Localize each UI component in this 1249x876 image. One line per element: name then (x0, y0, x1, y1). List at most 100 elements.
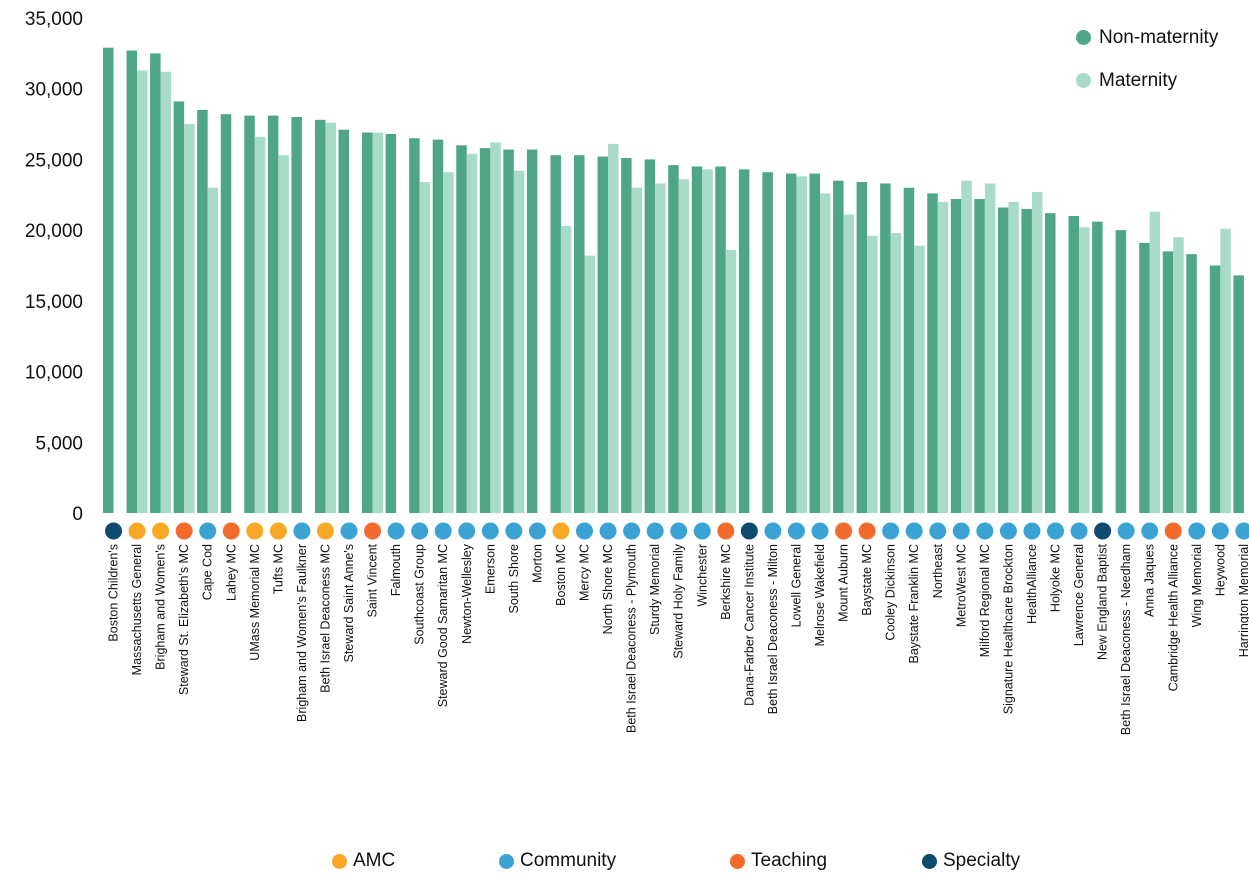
series-legend: Non-maternity Maternity (1076, 28, 1218, 114)
hospital-type-legend: AMC Community Teaching Specialty (0, 850, 1249, 876)
hospital-type-dot (364, 523, 381, 540)
bar-maternity (561, 226, 572, 513)
bar-non-maternity (1210, 266, 1221, 514)
non-maternity-swatch (1076, 30, 1091, 45)
bar-maternity (891, 233, 902, 513)
x-tick-label: Signature Healthcare Brockton (1001, 544, 1015, 714)
x-tick-label: Beth Israel Deaconess - Milton (766, 544, 780, 714)
bar-non-maternity (645, 159, 656, 513)
hospital-type-dot (223, 523, 240, 540)
x-tick-label: Wing Memorial (1190, 544, 1204, 627)
hospital-type-dot (906, 523, 923, 540)
hospital-type-dot (576, 523, 593, 540)
hospital-type-dot (317, 523, 334, 540)
bar-non-maternity (1092, 222, 1103, 513)
bar-maternity (1079, 227, 1090, 513)
hospital-type-dot (929, 523, 946, 540)
bar-non-maternity (174, 101, 185, 513)
x-tick-label: Tufts MC (271, 544, 285, 594)
bar-non-maternity (221, 114, 232, 513)
legend-label-teaching: Teaching (751, 850, 827, 872)
bar-maternity (1173, 237, 1184, 513)
bar-non-maternity (668, 165, 679, 513)
bar-maternity (161, 72, 172, 513)
hospital-type-dot (835, 523, 852, 540)
bar-maternity (820, 193, 831, 513)
hospital-type-dot (411, 523, 428, 540)
bar-non-maternity (880, 183, 891, 513)
bar-non-maternity (574, 155, 585, 513)
x-tick-label: MetroWest MC (954, 544, 968, 627)
bar-non-maternity (291, 117, 302, 513)
x-tick-label: Holyoke MC (1049, 544, 1063, 612)
hospital-type-dot (1165, 523, 1182, 540)
bar-maternity (585, 256, 596, 513)
hospital-type-dot (1071, 523, 1088, 540)
bar-non-maternity (786, 174, 797, 513)
y-tick-label: 5,000 (35, 433, 83, 454)
bar-non-maternity (433, 140, 444, 513)
y-tick-label: 10,000 (25, 363, 83, 384)
hospital-type-dot (482, 523, 499, 540)
y-tick-label: 30,000 (25, 80, 83, 101)
bar-non-maternity (715, 167, 726, 514)
x-tick-label: Boston MC (554, 544, 568, 606)
x-tick-label: Baystate MC (860, 544, 874, 616)
hospital-type-dot (176, 523, 193, 540)
hospital-type-dot (105, 523, 122, 540)
x-tick-label: Beth Israel Deaconess - Needham (1119, 544, 1133, 735)
bar-maternity (208, 188, 219, 513)
legend-label-community: Community (520, 850, 616, 872)
y-tick-label: 35,000 (25, 9, 83, 30)
bar-non-maternity (527, 150, 538, 513)
x-tick-label: Dana-Farber Cancer Institute (742, 544, 756, 706)
bar-non-maternity (762, 172, 773, 513)
legend-item-specialty: Specialty (922, 850, 1020, 872)
hospital-type-dot (1118, 523, 1135, 540)
bar-non-maternity (197, 110, 208, 513)
hospital-type-dot (1094, 523, 1111, 540)
bar-maternity (1032, 192, 1043, 513)
hospital-type-dot (1023, 523, 1040, 540)
y-tick-label: 25,000 (25, 150, 83, 171)
hospital-type-dot (623, 523, 640, 540)
bar-maternity (961, 181, 972, 513)
hospital-type-dot (1188, 523, 1205, 540)
x-tick-label: Mercy MC (578, 544, 592, 601)
legend-label-specialty: Specialty (943, 850, 1020, 872)
legend-label-amc: AMC (353, 850, 395, 872)
bar-maternity (490, 142, 501, 513)
x-tick-label: New England Baptist (1096, 543, 1110, 660)
legend-item-non-maternity: Non-maternity (1076, 28, 1218, 47)
bar-maternity (938, 202, 949, 513)
x-tick-label: Steward St. Elizabeth's MC (177, 544, 191, 695)
bar-non-maternity (150, 53, 161, 513)
hospital-type-dot (552, 523, 569, 540)
x-tick-label: Brigham and Women's Faulkner (295, 544, 309, 722)
bar-non-maternity (1163, 251, 1174, 513)
x-tick-label: Cooley Dickinson (884, 544, 898, 641)
bar-non-maternity (1069, 216, 1080, 513)
bar-maternity (608, 144, 619, 513)
bar-maternity (914, 246, 925, 513)
x-tick-label: Northeast (931, 543, 945, 598)
bar-non-maternity (315, 120, 326, 513)
bar-non-maternity (127, 51, 138, 513)
amc-swatch (332, 854, 347, 869)
hospital-type-dot (647, 523, 664, 540)
hospital-type-dot (812, 523, 829, 540)
x-tick-label: Newton-Wellesley (460, 543, 474, 644)
community-swatch (499, 854, 514, 869)
x-tick-label: Cape Cod (201, 544, 215, 600)
hospital-type-dot (1212, 523, 1229, 540)
x-tick-label: Mount Auburn (837, 544, 851, 622)
legend-item-amc: AMC (332, 850, 395, 872)
bar-non-maternity (739, 169, 750, 513)
legend-item-maternity: Maternity (1076, 71, 1218, 90)
bar-maternity (867, 236, 878, 513)
bar-maternity (1220, 229, 1231, 513)
bar-non-maternity (598, 157, 609, 513)
x-tick-label: Beth Israel Deaconess - Plymouth (625, 544, 639, 733)
bar-non-maternity (244, 116, 255, 513)
